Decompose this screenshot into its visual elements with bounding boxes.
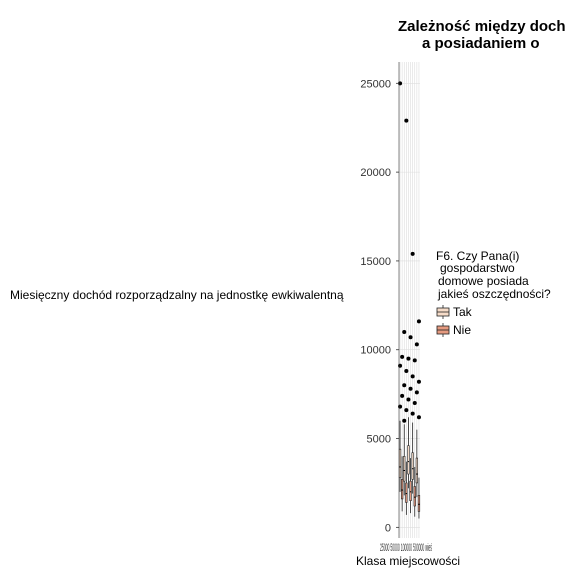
outlier-point <box>408 335 413 340</box>
box-body <box>411 452 414 480</box>
y-tick-label: 20000 <box>360 167 391 179</box>
legend-label: Tak <box>453 305 473 319</box>
box-body <box>403 455 406 482</box>
y-axis-label: Miesięczny dochód rozporządzalny na jedn… <box>10 288 344 302</box>
outlier-point <box>402 383 407 388</box>
outlier-point <box>414 342 419 347</box>
outlier-point <box>412 358 417 363</box>
chart-title-line-1: Zależność między doch <box>398 18 566 35</box>
legend-title-line-4: jakieś oszczędności? <box>437 287 551 301</box>
legend-label: Nie <box>453 323 471 337</box>
box-body <box>413 486 416 507</box>
outlier-point <box>402 329 407 334</box>
box-body <box>417 495 421 512</box>
outlier-point <box>400 354 405 359</box>
plot-panel <box>398 62 421 538</box>
outlier-point <box>416 415 421 420</box>
outlier-point <box>414 390 419 395</box>
outlier-point <box>410 411 415 416</box>
outlier-point <box>398 404 403 409</box>
chart-title-line-2: a posiadaniem o <box>422 35 540 52</box>
outlier-point <box>406 397 411 402</box>
outlier-point <box>410 374 415 379</box>
y-tick-label: 10000 <box>360 345 391 357</box>
outlier-point <box>410 251 415 256</box>
outlier-point <box>404 408 409 413</box>
outlier-point <box>398 363 403 368</box>
outlier-point <box>400 393 405 398</box>
outlier-point <box>412 401 417 406</box>
legend-title-line-2: gospodarstwo <box>440 261 515 275</box>
outlier-point <box>404 118 409 123</box>
box-body <box>398 448 402 478</box>
box-body <box>415 457 418 484</box>
outlier-point <box>402 418 407 423</box>
y-tick-label: 15000 <box>360 256 391 268</box>
legend: F6. Czy Pana(i) gospodarstwo domowe posi… <box>436 249 551 337</box>
legend-title-line-1: F6. Czy Pana(i) <box>436 249 519 263</box>
y-tick-label: 5000 <box>367 434 391 446</box>
x-axis-label: Klasa miejscowości <box>356 554 460 568</box>
y-tick-label: 25000 <box>360 78 391 90</box>
box-body <box>405 482 408 503</box>
outlier-point <box>416 379 421 384</box>
y-axis: 0 5000 10000 15000 20000 25000 <box>360 78 399 534</box>
y-tick-label: 0 <box>385 522 391 534</box>
box-body <box>407 445 410 475</box>
outlier-point <box>404 369 409 374</box>
box-body <box>401 479 404 500</box>
outlier-point <box>406 356 411 361</box>
box-body <box>409 480 412 502</box>
outlier-point <box>408 386 413 391</box>
legend-title-line-3: domowe posiada <box>438 274 529 288</box>
x-tick-labels: 25000 50000 100000 500000 wieś <box>380 542 432 554</box>
outlier-point <box>416 319 421 324</box>
